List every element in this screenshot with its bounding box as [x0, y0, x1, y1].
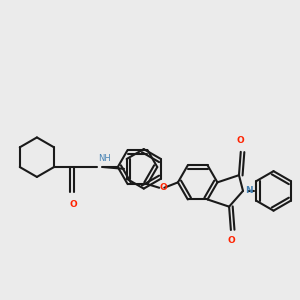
Text: O: O — [237, 136, 244, 146]
Text: O: O — [227, 236, 235, 245]
Text: O: O — [70, 200, 78, 209]
Text: NH: NH — [98, 154, 111, 163]
Text: O: O — [160, 182, 168, 191]
Text: N: N — [245, 186, 252, 195]
